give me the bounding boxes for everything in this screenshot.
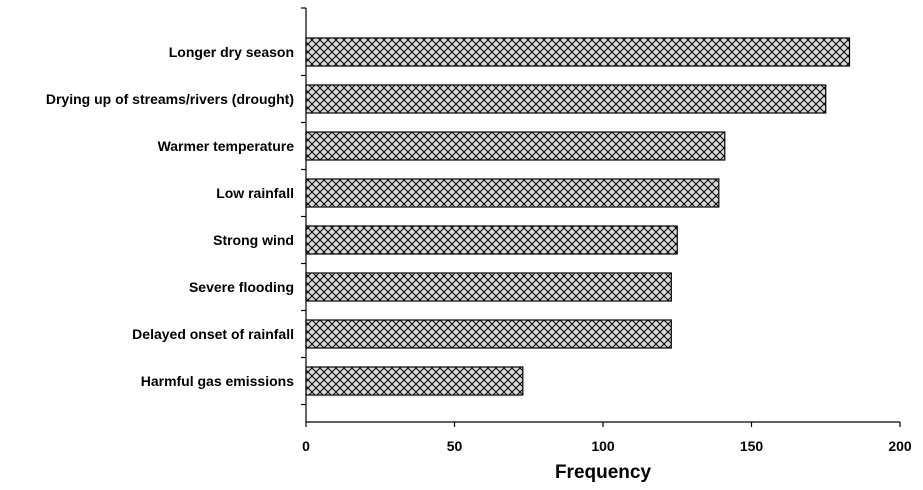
category-label: Severe flooding [189, 279, 294, 295]
category-label: Harmful gas emissions [141, 373, 294, 389]
x-tick-label: 200 [888, 438, 912, 454]
bar [305, 37, 851, 67]
bar [305, 366, 524, 396]
category-label: Warmer temperature [158, 138, 295, 154]
category-label: Drying up of streams/rivers (drought) [46, 91, 294, 107]
bar [305, 131, 726, 161]
category-label: Low rainfall [216, 185, 294, 201]
x-tick-label: 150 [740, 438, 764, 454]
category-label: Longer dry season [169, 44, 294, 60]
plot-area: 0 50 100 150 200 Longer dry season Drying up o… [46, 7, 912, 454]
x-tick-label: 100 [591, 438, 615, 454]
x-tick-label: 50 [447, 438, 463, 454]
bar [305, 272, 672, 302]
category-label: Strong wind [213, 232, 294, 248]
x-tick-label: 0 [302, 438, 310, 454]
bar [305, 225, 678, 255]
bar [305, 319, 672, 349]
category-label: Delayed onset of rainfall [132, 326, 294, 342]
bar [305, 84, 827, 114]
x-axis-title: Frequency [555, 462, 652, 483]
bar [305, 178, 720, 208]
